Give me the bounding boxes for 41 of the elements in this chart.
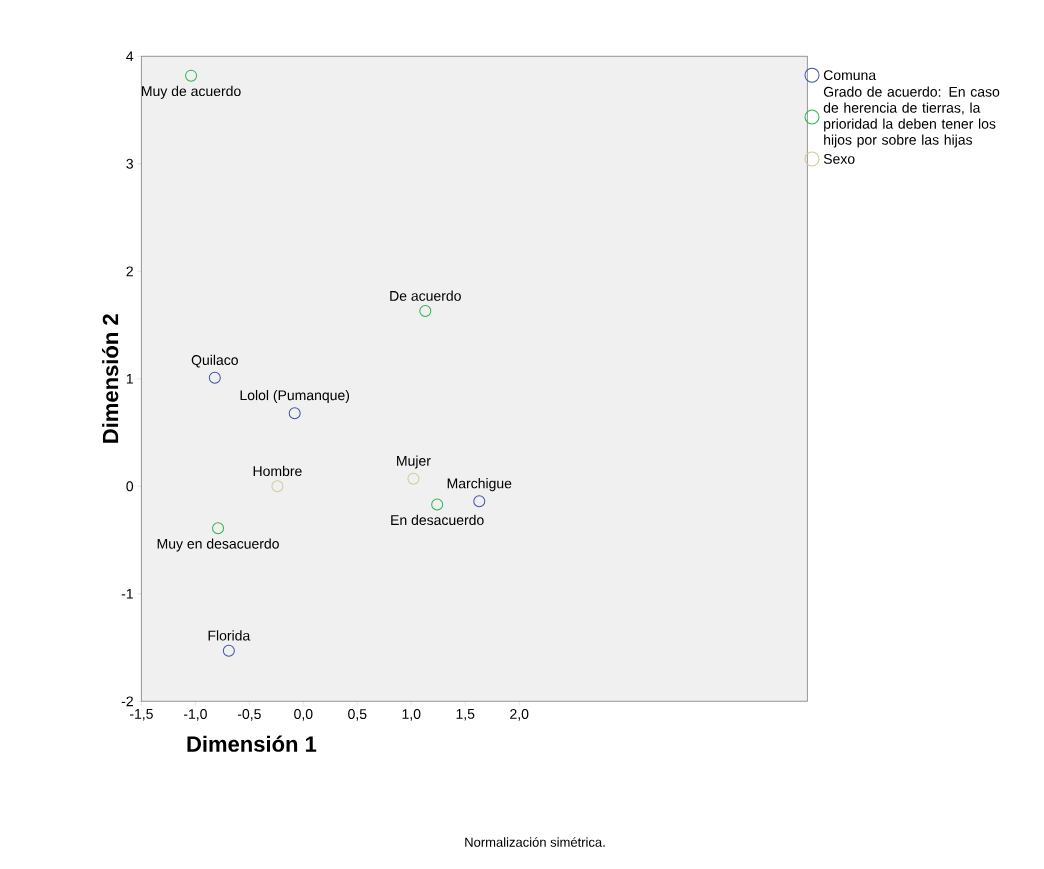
point: [212, 522, 225, 535]
legend-label: Comuna: [823, 70, 877, 81]
x-tick-label: 1,5: [456, 709, 475, 721]
point: [419, 305, 432, 318]
legend-label: Grado de acuerdo: En caso de herencia de tierras, la prioridad la deben tener los hijos por sobre las hijas: [823, 86, 1000, 148]
data-label: Mujer: [397, 455, 431, 469]
data-label: Florida: [208, 630, 251, 641]
data-label: Lolol (Pumanque): [240, 389, 350, 403]
y-axis-title: Dimensión 2: [101, 314, 119, 443]
data-label: Muy de acuerdo: [142, 85, 241, 99]
point: [431, 498, 444, 511]
x-tick-label: 0,0: [294, 709, 313, 721]
data-label: Marchigue: [447, 478, 512, 492]
x-tick-label: -1,5: [129, 709, 153, 721]
point: [222, 644, 235, 657]
point: [288, 407, 301, 420]
data-label: En desacuerdo: [391, 514, 484, 526]
y-tick-label: 3: [126, 158, 133, 169]
data-label: Muy en desacuerdo: [157, 538, 279, 552]
data-label: De acuerdo: [390, 290, 461, 301]
y-tick-label: 0: [126, 481, 134, 492]
x-tick-label: 0,5: [348, 709, 367, 721]
point: [271, 480, 284, 493]
y-tick-label: 2: [126, 266, 133, 277]
point: [185, 69, 198, 82]
x-tick-label: -0,5: [237, 709, 261, 721]
x-axis-title: Dimensión 1: [187, 735, 317, 752]
data-label: Hombre: [253, 465, 302, 477]
text: Normalización simétrica.: [465, 837, 605, 847]
y-tick-label: 1: [126, 373, 133, 384]
legend-label: Sexo: [823, 153, 855, 164]
x-tick-label: 1,0: [402, 709, 421, 721]
y-tick-label: -1: [121, 588, 133, 599]
point: [407, 472, 420, 485]
data-label: Quilaco: [191, 354, 238, 368]
y-tick-label: 4: [126, 51, 134, 62]
x-tick-label: -1,0: [183, 709, 207, 721]
y-tick-label: -2: [121, 696, 133, 707]
point: [208, 371, 221, 384]
point: [473, 495, 486, 508]
x-tick-label: 2,0: [510, 709, 529, 721]
